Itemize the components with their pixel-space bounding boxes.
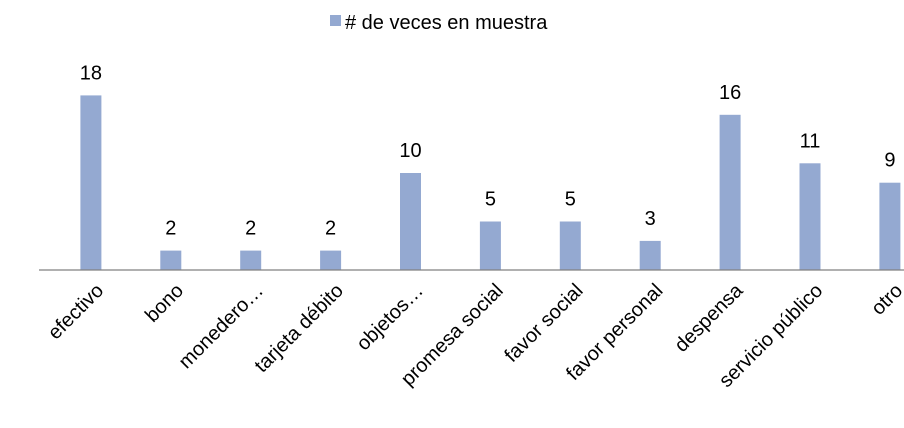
- bar-6: [559, 221, 581, 270]
- x-tick-label-0: efectivo: [44, 280, 108, 344]
- bar-7: [639, 240, 661, 270]
- bar-3: [320, 250, 342, 270]
- x-tick-label-6: favor social: [500, 280, 587, 367]
- bar-0: [80, 95, 102, 271]
- data-label-0: 18: [80, 62, 102, 84]
- data-label-1: 2: [165, 218, 176, 240]
- bar-1: [160, 250, 182, 270]
- bar-4: [400, 173, 421, 270]
- bar-5: [479, 221, 501, 270]
- x-tick-label-8: despensa: [670, 279, 748, 357]
- data-label-7: 3: [645, 208, 656, 230]
- data-label-6: 5: [565, 189, 576, 211]
- data-label-4: 10: [399, 140, 421, 162]
- data-label-5: 5: [485, 189, 496, 211]
- data-label-2: 2: [245, 218, 256, 240]
- legend-label: # de veces en muestra: [345, 12, 548, 34]
- bars-layer: [80, 95, 901, 271]
- data-label-8: 16: [719, 82, 741, 104]
- data-label-10: 9: [884, 150, 895, 172]
- x-tick-label-4: objetos…: [352, 280, 427, 355]
- bar-8: [719, 114, 741, 270]
- data-label-9: 11: [800, 130, 821, 152]
- legend-swatch: [330, 15, 341, 26]
- bar-10: [879, 182, 901, 270]
- data-label-3: 2: [325, 218, 336, 240]
- data-labels-layer: 18 2 2 2 10 5 5 3 16 11 9: [80, 62, 896, 239]
- bar-2: [240, 250, 262, 270]
- legend: # de veces en muestra: [330, 12, 548, 34]
- x-tick-label-10: otro: [867, 280, 904, 320]
- x-tick-label-1: bono: [141, 280, 188, 327]
- bar-9: [799, 163, 821, 270]
